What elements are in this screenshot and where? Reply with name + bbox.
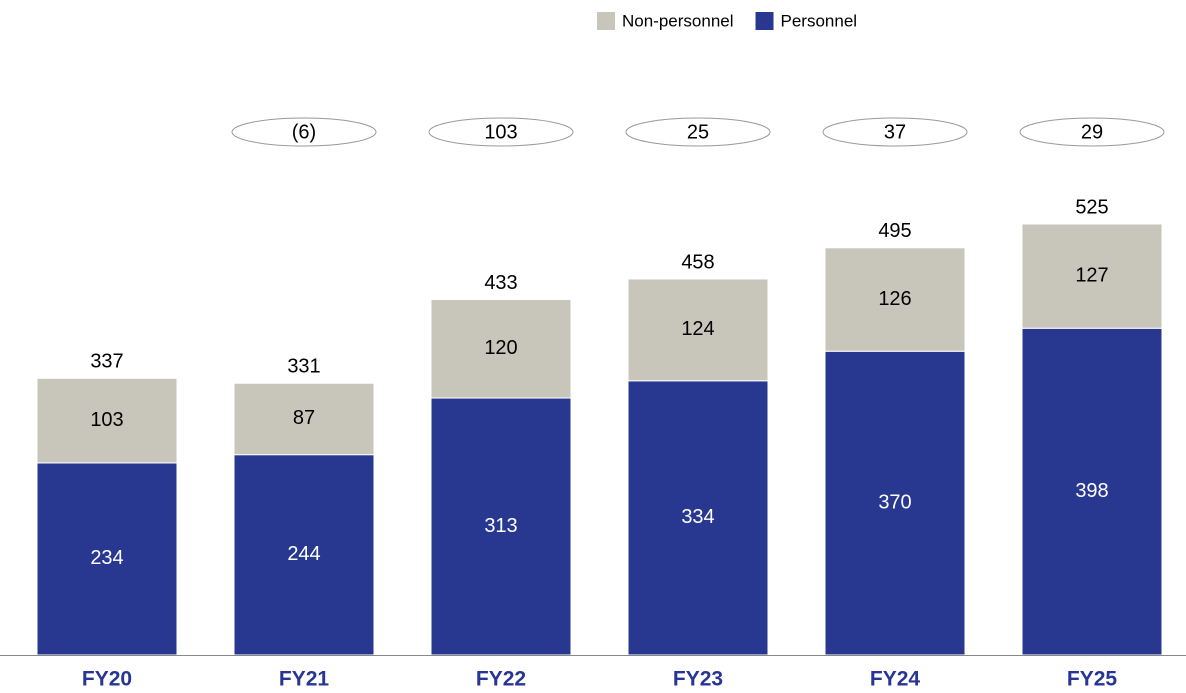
segment-label: 370 [878, 491, 911, 513]
total-label: 433 [484, 272, 517, 294]
segment-label: 127 [1075, 264, 1108, 286]
bar-segment [627, 380, 769, 656]
segment-label: 244 [287, 543, 320, 565]
change-ellipse [428, 117, 574, 147]
segment-label: 313 [484, 515, 517, 537]
x-tick-label: FY25 [1067, 668, 1118, 691]
segment-label: 126 [878, 288, 911, 310]
change-label: 29 [1081, 121, 1103, 143]
legend-swatch [755, 12, 774, 30]
bar-segment [36, 377, 178, 464]
change-label: (6) [292, 121, 316, 143]
bar-segment [233, 382, 375, 456]
change-label: 37 [884, 121, 906, 143]
x-tick-label: FY20 [82, 668, 132, 691]
bar-segment [36, 462, 178, 656]
x-tick-label: FY21 [279, 668, 330, 691]
segment-label: 124 [681, 318, 714, 340]
total-label: 337 [90, 351, 123, 373]
bar-segment [824, 247, 966, 352]
change-label: 25 [687, 121, 709, 143]
bar-segment [824, 350, 966, 656]
total-label: 495 [878, 220, 911, 242]
bar-segment [627, 278, 769, 382]
bar-segment [430, 299, 572, 399]
change-ellipse [822, 117, 968, 147]
legend-label: Non-personnel [622, 11, 734, 30]
total-label: 525 [1075, 196, 1108, 218]
change-ellipse [625, 117, 771, 147]
segment-label: 234 [90, 547, 123, 569]
x-tick-label: FY24 [870, 668, 921, 691]
bar-segment [1021, 223, 1163, 329]
change-ellipse [231, 117, 377, 147]
bar-segment [1021, 327, 1163, 656]
change-ellipse [1019, 117, 1165, 147]
segment-label: 103 [90, 409, 123, 431]
segment-label: 120 [484, 337, 517, 359]
change-label: 103 [484, 121, 517, 143]
total-label: 331 [287, 356, 320, 378]
legend-swatch [597, 12, 615, 30]
segment-label: 87 [293, 407, 315, 429]
x-tick-label: FY22 [476, 668, 526, 691]
x-tick-label: FY23 [673, 668, 723, 691]
legend-label: Personnel [781, 11, 858, 30]
total-label: 458 [681, 251, 714, 273]
segment-label: 398 [1075, 480, 1108, 502]
segment-label: 334 [681, 506, 714, 528]
